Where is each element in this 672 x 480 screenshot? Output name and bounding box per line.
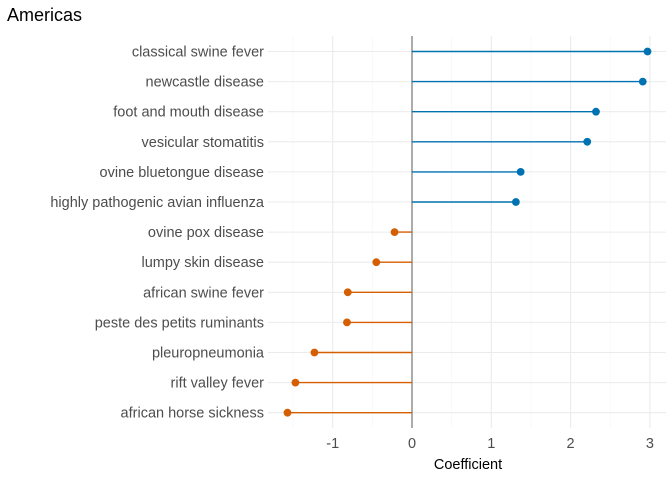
category-label: ovine bluetongue disease bbox=[100, 165, 264, 181]
category-labels: classical swine fever newcastle disease fo… bbox=[50, 45, 265, 422]
category-label: african horse sickness bbox=[121, 406, 264, 422]
lollipop-point bbox=[511, 198, 520, 206]
chart-title: Americas bbox=[7, 5, 82, 25]
category-label: rift valley fever bbox=[171, 376, 265, 392]
lollipop-point bbox=[283, 408, 292, 417]
x-axis-title: Coefficient bbox=[434, 457, 502, 473]
lollipop-point bbox=[343, 318, 351, 327]
grid-lines bbox=[268, 36, 666, 428]
lollipop-point bbox=[372, 258, 381, 267]
lollipop-point bbox=[516, 168, 525, 176]
lollipop-point bbox=[643, 47, 652, 56]
category-label: ovine pox disease bbox=[148, 225, 264, 241]
x-tick-label: -1 bbox=[326, 436, 339, 452]
category-label: african swine fever bbox=[143, 285, 264, 301]
category-label: foot and mouth disease bbox=[113, 105, 264, 121]
category-label: lumpy skin disease bbox=[142, 255, 265, 271]
lollipop-point bbox=[638, 77, 647, 86]
x-tick-label: 3 bbox=[646, 436, 654, 452]
lollipop-point bbox=[291, 378, 300, 387]
x-tick-label: 0 bbox=[408, 436, 416, 452]
chart-marks bbox=[283, 36, 652, 428]
category-label: newcastle disease bbox=[146, 75, 265, 91]
lollipop-point bbox=[310, 348, 319, 357]
lollipop-point bbox=[390, 228, 399, 237]
x-tick-label: 2 bbox=[567, 436, 575, 452]
category-label: classical swine fever bbox=[132, 45, 264, 61]
lollipop-point bbox=[592, 107, 600, 116]
x-axis-ticks: -1 0 1 2 3 bbox=[326, 436, 654, 452]
category-label: peste des petits ruminants bbox=[95, 315, 264, 331]
lollipop-point bbox=[583, 137, 592, 146]
category-label: vesicular stomatitis bbox=[142, 135, 264, 151]
lollipop-point bbox=[343, 288, 352, 297]
category-label: highly pathogenic avian influenza bbox=[50, 195, 265, 211]
x-tick-label: 1 bbox=[487, 436, 495, 452]
category-label: pleuropneumonia bbox=[152, 346, 265, 362]
